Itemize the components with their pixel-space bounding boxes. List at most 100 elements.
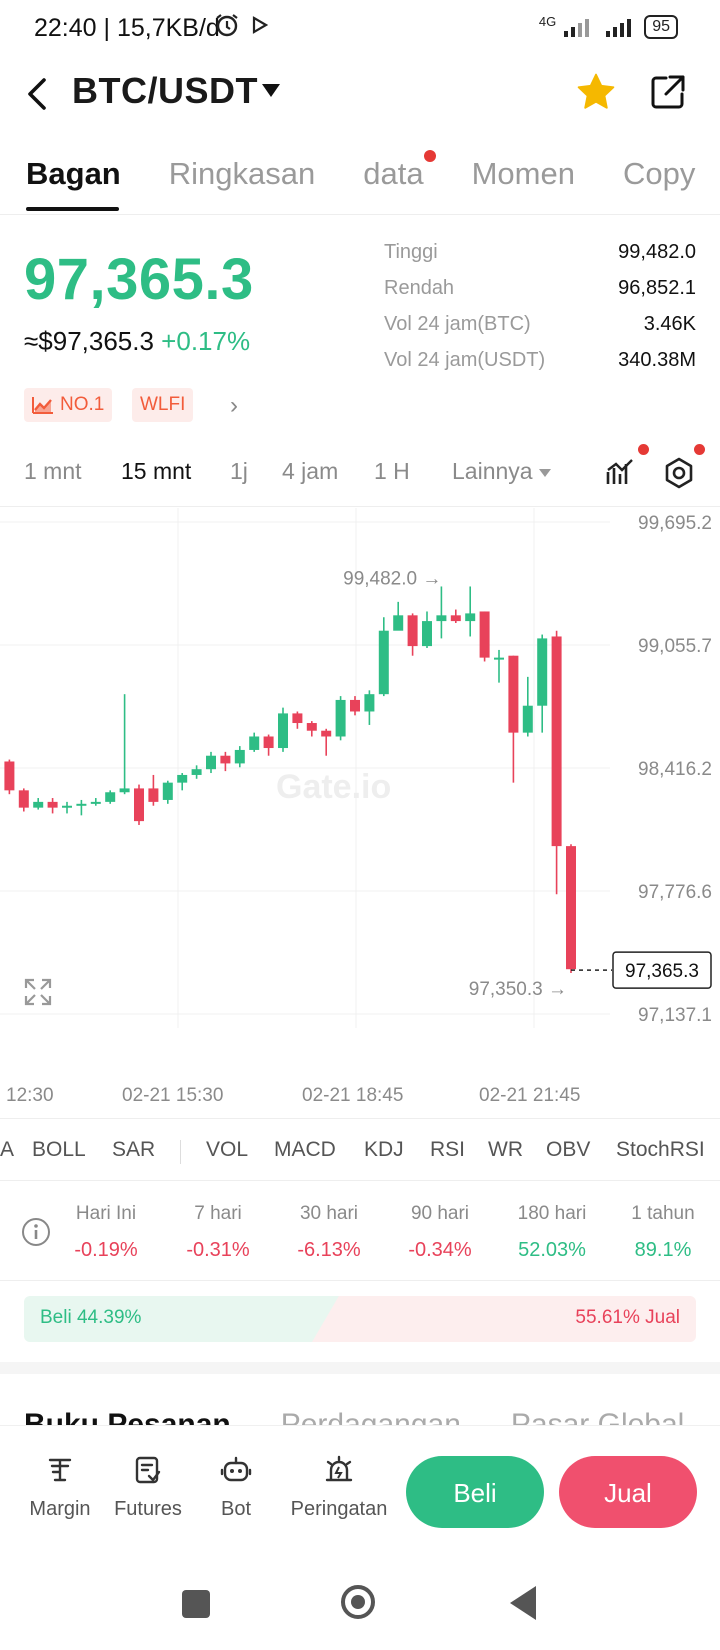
- candle-body: [479, 611, 490, 658]
- candle-body: [566, 846, 576, 970]
- tab-data-label: data: [363, 156, 424, 191]
- pair-title[interactable]: BTC/USDT: [72, 70, 258, 111]
- perf-value-1y: 89.1%: [634, 1239, 692, 1261]
- recent-apps-button[interactable]: [182, 1590, 210, 1618]
- battery-indicator: 95: [644, 14, 678, 39]
- perf-value-180d: 52.03%: [518, 1239, 586, 1261]
- fullscreen-icon[interactable]: [24, 978, 52, 1006]
- indicator-stochrsi[interactable]: StochRSI: [616, 1138, 705, 1161]
- indicator-wr[interactable]: WR: [488, 1138, 523, 1161]
- candle-body: [4, 761, 15, 791]
- candle-body: [378, 630, 389, 695]
- chart-grid: [0, 508, 610, 1028]
- tab-ringkasan[interactable]: Ringkasan: [168, 156, 316, 191]
- perf-value-30d: -6.13%: [297, 1239, 361, 1261]
- perf-label-90d: 90 hari: [410, 1203, 470, 1224]
- info-icon[interactable]: [20, 1216, 52, 1248]
- chart-settings-icon[interactable]: [662, 456, 696, 490]
- candle-body: [234, 749, 245, 764]
- active-tab-indicator: [26, 207, 119, 211]
- signal-icon-2: [606, 18, 632, 37]
- candle-body: [278, 713, 288, 749]
- back-nav-button[interactable]: [510, 1586, 536, 1620]
- candle-body: [90, 801, 101, 804]
- timeframe-15m[interactable]: 15 mnt: [121, 458, 192, 484]
- candle-body: [47, 801, 58, 808]
- candle-body: [162, 782, 173, 800]
- sell-button[interactable]: Jual: [559, 1456, 697, 1528]
- rank-tag-label: NO.1: [60, 394, 105, 415]
- play-store-icon: [252, 16, 269, 34]
- x-tick-3: 02-21 21:45: [479, 1085, 581, 1106]
- timeframe-4h[interactable]: 4 jam: [282, 458, 339, 484]
- perf-label-30d: 30 hari: [299, 1203, 359, 1224]
- toolbar-futures[interactable]: Futures: [108, 1454, 188, 1521]
- indicator-boll[interactable]: BOLL: [32, 1138, 86, 1161]
- candlestick-chart[interactable]: Gate.io 99,695.2 99,055.7 98,416.2 97,776.6…: [0, 508, 720, 1078]
- sell-ratio-bar: [312, 1296, 696, 1342]
- candle-body: [148, 788, 159, 802]
- chart-watermark: Gate.io: [276, 768, 391, 806]
- tab-copy[interactable]: Copy: [622, 156, 696, 191]
- candle-body: [407, 615, 418, 647]
- rank-tag[interactable]: NO.1: [24, 388, 113, 422]
- favorite-star-icon[interactable]: [574, 70, 618, 114]
- tab-bagan[interactable]: Bagan: [26, 156, 121, 191]
- tab-order-book[interactable]: Buku Pesanan: [24, 1408, 231, 1430]
- futures-icon: [135, 1456, 161, 1484]
- stat-value: 96,852.1: [618, 277, 696, 299]
- perf-label-1y: 1 tahun: [631, 1203, 695, 1224]
- back-arrow-icon: [28, 78, 46, 110]
- indicator-vol[interactable]: VOL: [206, 1138, 249, 1161]
- candle-body: [33, 801, 44, 808]
- section-tabs: Buku Pesanan Perdagangan Pasar Global: [24, 1408, 720, 1430]
- timeframe-1d[interactable]: 1 H: [374, 458, 410, 484]
- pair-dropdown-icon[interactable]: [262, 84, 280, 97]
- indicator-sar[interactable]: SAR: [112, 1138, 156, 1161]
- y-tick-label: 99,695.2: [638, 513, 712, 534]
- indicator-obv[interactable]: OBV: [546, 1138, 591, 1161]
- candle-body: [18, 790, 29, 808]
- share-icon[interactable]: [648, 72, 688, 112]
- main-tabs: Bagan Ringkasan data Momen Copy: [26, 150, 696, 192]
- x-tick-1: 02-21 15:30: [122, 1085, 224, 1106]
- stat-vol-btc: Vol 24 jam(BTC) 3.46K: [384, 313, 696, 336]
- alarm-icon: [214, 12, 240, 38]
- toolbar-futures-label: Futures: [114, 1498, 182, 1520]
- candle-body: [76, 803, 87, 806]
- candle-body: [134, 788, 144, 822]
- timeframe-1m[interactable]: 1 mnt: [24, 458, 82, 484]
- candle-body: [551, 636, 562, 847]
- indicator-kdj[interactable]: KDJ: [364, 1138, 404, 1161]
- home-button[interactable]: [341, 1585, 375, 1619]
- price-usd: ≈$97,365.3: [24, 326, 154, 356]
- back-button[interactable]: [20, 72, 60, 116]
- candles-group: [4, 586, 576, 974]
- network-label: 4G: [538, 14, 557, 29]
- buy-button[interactable]: Beli: [406, 1456, 544, 1528]
- toolbar-alert[interactable]: Peringatan: [284, 1454, 394, 1521]
- indicator-ma[interactable]: A: [0, 1138, 15, 1161]
- tab-data[interactable]: data: [363, 150, 436, 192]
- last-price-box: [612, 951, 712, 989]
- toolbar-margin[interactable]: Margin: [20, 1454, 100, 1521]
- candle-body: [364, 694, 375, 712]
- tab-global-market[interactable]: Pasar Global: [510, 1408, 685, 1430]
- y-tick-label: 97,137.1: [638, 1005, 712, 1026]
- indicator-macd[interactable]: MACD: [274, 1138, 336, 1161]
- x-tick-2: 02-21 18:45: [302, 1085, 404, 1106]
- timeframe-1h[interactable]: 1j: [230, 458, 248, 484]
- toolbar-bot[interactable]: Bot: [196, 1454, 276, 1521]
- timeframe-more[interactable]: Lainnya: [452, 458, 551, 485]
- chevron-right-icon[interactable]: ›: [230, 392, 238, 419]
- buy-ratio-bar: [24, 1296, 344, 1342]
- candle-body: [465, 613, 476, 622]
- candle-body: [436, 615, 447, 622]
- margin-icon: [48, 1458, 72, 1482]
- tab-momen[interactable]: Momen: [471, 156, 575, 191]
- tab-trades[interactable]: Perdagangan: [280, 1408, 461, 1430]
- indicator-settings-icon[interactable]: [604, 456, 636, 488]
- indicator-rsi[interactable]: RSI: [430, 1138, 466, 1161]
- candle-body: [537, 638, 548, 706]
- wlfi-tag[interactable]: WLFI: [132, 388, 194, 422]
